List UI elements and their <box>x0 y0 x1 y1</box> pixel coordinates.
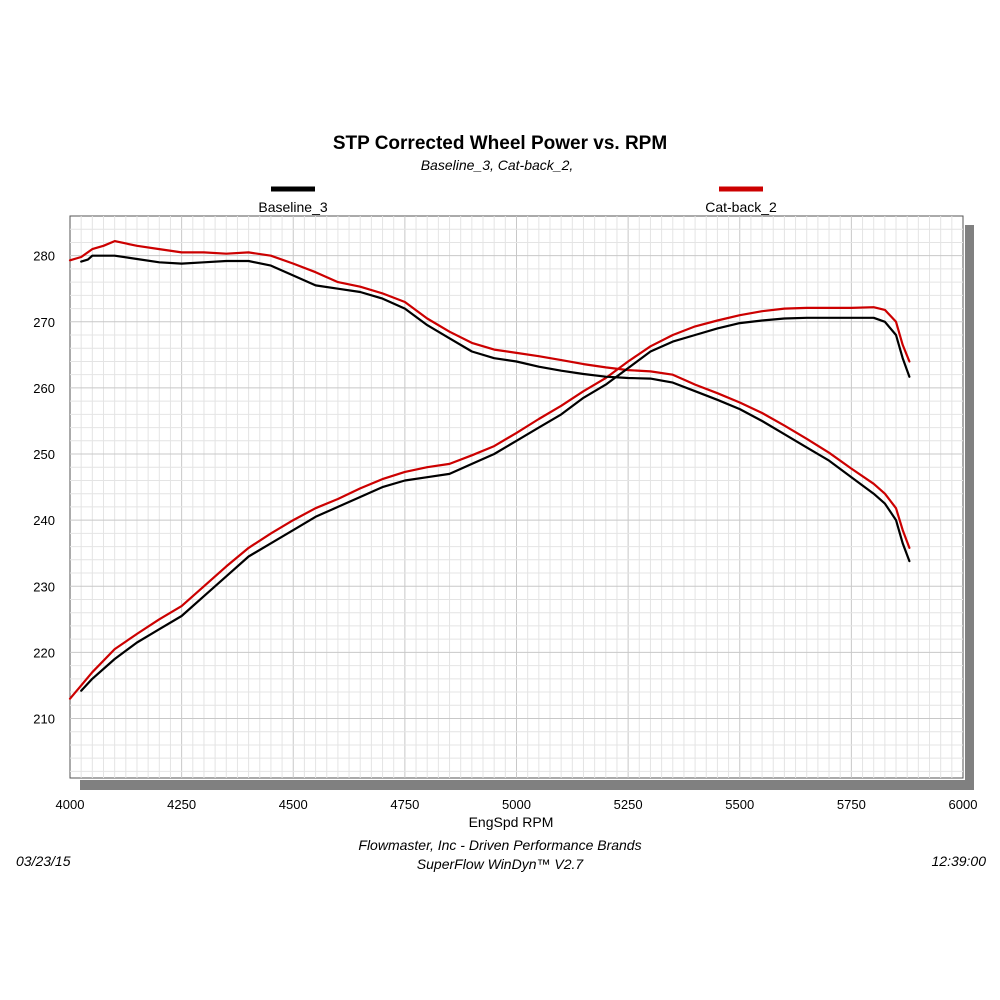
y-tick-label: 250 <box>33 447 55 462</box>
y-tick-label: 240 <box>33 513 55 528</box>
plot-shadow-right <box>965 225 974 790</box>
x-tick-label: 6000 <box>949 797 978 812</box>
legend-label-cat-back-2: Cat-back_2 <box>705 199 777 215</box>
grid <box>70 216 963 778</box>
x-tick-label: 4250 <box>167 797 196 812</box>
footer-company: Flowmaster, Inc - Driven Performance Bra… <box>358 837 641 853</box>
y-tick-label: 270 <box>33 315 55 330</box>
series-line-baseline-3-power <box>80 316 911 692</box>
x-axis-label: EngSpd RPM <box>469 814 554 830</box>
x-tick-label: 4750 <box>390 797 419 812</box>
x-tick-label: 4000 <box>56 797 85 812</box>
y-tick-label: 230 <box>33 579 55 594</box>
series-line-baseline-3-torque <box>80 254 911 563</box>
legend: Baseline_3 Cat-back_2 <box>258 186 777 215</box>
y-tick-label: 210 <box>33 711 55 726</box>
tick-labels: 4000 4250 4500 4750 5000 5250 5500 5750 6000 210 2… <box>33 249 977 812</box>
x-tick-label: 5000 <box>502 797 531 812</box>
footer-date: 03/23/15 <box>16 853 71 869</box>
legend-label-baseline-3: Baseline_3 <box>258 199 327 215</box>
x-tick-label: 5250 <box>614 797 643 812</box>
series-line-cat-back-2-power <box>68 306 911 700</box>
x-tick-label: 5500 <box>725 797 754 812</box>
y-tick-label: 280 <box>33 249 55 264</box>
chart-title: STP Corrected Wheel Power vs. RPM <box>333 133 667 154</box>
series-line-cat-back-2-torque <box>68 240 911 549</box>
y-tick-label: 260 <box>33 381 55 396</box>
chart-subtitle: Baseline_3, Cat-back_2, <box>421 157 574 173</box>
footer-time: 12:39:00 <box>932 853 987 869</box>
plot-shadow-bottom <box>80 780 974 790</box>
data-lines <box>68 240 911 700</box>
y-tick-label: 220 <box>33 645 55 660</box>
x-tick-label: 4500 <box>279 797 308 812</box>
footer-software: SuperFlow WinDyn™ V2.7 <box>417 856 585 872</box>
x-tick-label: 5750 <box>837 797 866 812</box>
